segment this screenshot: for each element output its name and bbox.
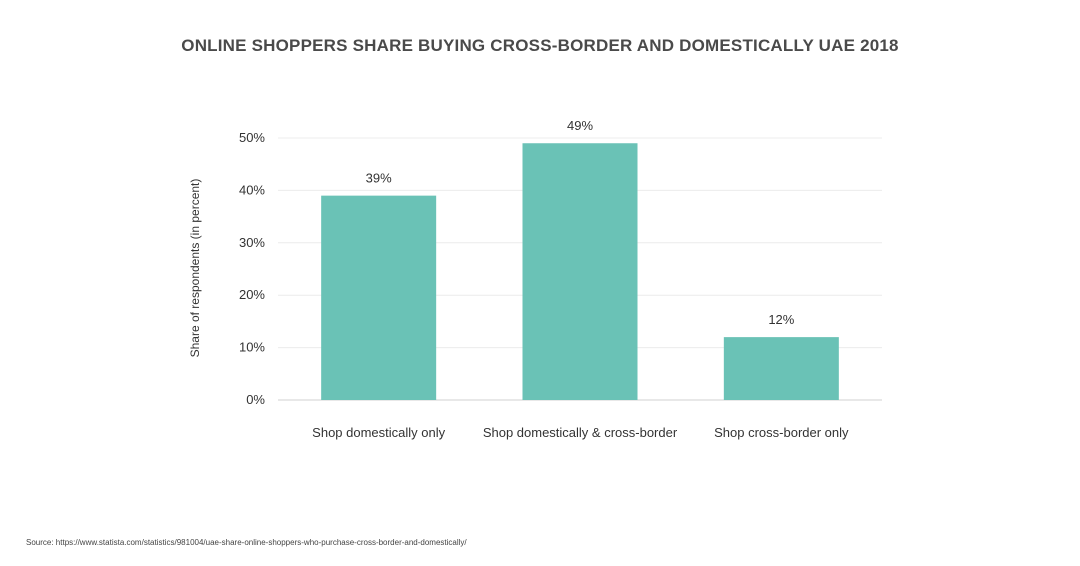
data-label: 49% xyxy=(567,118,593,133)
x-tick-label: Shop domestically & cross-border xyxy=(483,425,678,440)
x-tick-label: Shop domestically only xyxy=(312,425,445,440)
data-label: 39% xyxy=(366,171,392,186)
bar xyxy=(723,337,839,400)
y-axis-label: Share of respondents (in percent) xyxy=(188,179,202,358)
data-labels: 39% 49% 12% xyxy=(366,118,795,327)
source-note: Source: https://www.statista.com/statist… xyxy=(26,538,467,547)
chart-title: ONLINE SHOPPERS SHARE BUYING CROSS-BORDE… xyxy=(181,36,899,55)
y-tick-label: 30% xyxy=(239,235,265,250)
y-axis: 0% 10% 20% 30% 40% 50% xyxy=(239,130,265,407)
y-tick-label: 20% xyxy=(239,287,265,302)
y-tick-label: 40% xyxy=(239,182,265,197)
bars xyxy=(321,143,839,401)
y-tick-label: 10% xyxy=(239,340,265,355)
x-axis: Shop domestically only Shop domestically … xyxy=(312,425,849,440)
bar xyxy=(321,195,437,400)
bar xyxy=(522,143,638,401)
data-label: 12% xyxy=(768,312,794,327)
y-tick-label: 50% xyxy=(239,130,265,145)
x-tick-label: Shop cross-border only xyxy=(714,425,849,440)
y-tick-label: 0% xyxy=(246,392,265,407)
